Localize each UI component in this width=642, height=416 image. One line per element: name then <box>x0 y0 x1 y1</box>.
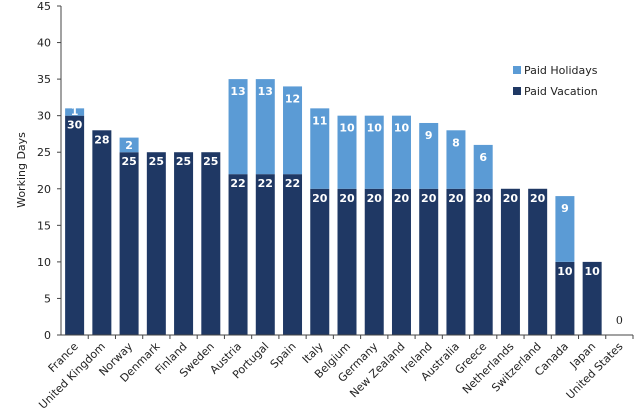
data-label-paid-holidays: 10 <box>339 122 355 135</box>
data-label-paid-vacation: 20 <box>339 192 355 205</box>
bar-paid-vacation <box>174 152 194 335</box>
data-label-paid-holidays: 13 <box>258 85 273 98</box>
data-label-paid-vacation: 20 <box>312 192 328 205</box>
data-label-paid-holidays: 9 <box>561 202 569 215</box>
y-tick-label: 0 <box>44 329 51 342</box>
data-label-paid-vacation: 28 <box>94 133 109 146</box>
bar-paid-holidays <box>310 108 330 189</box>
bar-paid-vacation <box>255 174 275 335</box>
bar-paid-holidays <box>555 196 575 262</box>
bar-paid-holidays <box>364 115 384 189</box>
bar-paid-vacation <box>119 152 139 335</box>
data-label-paid-holidays: 10 <box>367 122 383 135</box>
bar-paid-holidays <box>419 122 439 189</box>
bar-paid-holidays <box>119 137 139 153</box>
bar-paid-vacation <box>582 261 602 335</box>
legend-swatch <box>513 66 521 74</box>
data-label-paid-vacation: 20 <box>421 192 437 205</box>
data-label-paid-vacation: 25 <box>149 155 164 168</box>
y-tick-label: 30 <box>37 110 51 123</box>
bar-paid-vacation <box>146 152 166 335</box>
bar-paid-vacation <box>337 188 357 335</box>
bar-paid-holidays <box>391 115 411 189</box>
legend-label: Paid Holidays <box>524 64 598 77</box>
bar-paid-vacation <box>446 188 466 335</box>
data-label-paid-vacation: 20 <box>476 192 492 205</box>
legend-swatch <box>513 87 521 95</box>
data-label-paid-holidays: 8 <box>452 136 460 149</box>
bar-paid-vacation <box>65 115 85 336</box>
data-label-paid-vacation: 25 <box>203 155 218 168</box>
bar-paid-holidays <box>473 144 493 189</box>
bar-paid-vacation <box>391 188 411 335</box>
bar-paid-vacation <box>228 174 248 335</box>
data-label-paid-vacation: 10 <box>557 265 573 278</box>
bar-paid-vacation <box>364 188 384 335</box>
y-tick-label: 15 <box>37 219 51 232</box>
y-tick-label: 40 <box>37 37 51 50</box>
data-label-paid-holidays: 1 <box>71 105 79 118</box>
y-tick-label: 5 <box>44 292 51 305</box>
bar-paid-holidays <box>337 115 357 189</box>
data-label-paid-vacation: 20 <box>503 192 519 205</box>
bars: 301 28 25 2 25 25 25 22 13 22 13 22 12 20 11 20 10 20 10 20… <box>65 79 623 336</box>
bar-paid-vacation <box>92 130 112 335</box>
data-label-paid-vacation: 25 <box>121 155 136 168</box>
data-label-paid-vacation: 20 <box>530 192 546 205</box>
bar-paid-vacation <box>283 174 303 335</box>
data-label-paid-holidays: 10 <box>394 122 410 135</box>
legend: Paid Holidays Paid Vacation <box>513 64 598 98</box>
bar-paid-vacation <box>500 188 520 335</box>
data-label-paid-vacation: 20 <box>394 192 410 205</box>
data-label-paid-holidays: 11 <box>312 114 327 127</box>
bar-paid-holidays <box>446 130 466 189</box>
data-label-paid-vacation: 20 <box>448 192 464 205</box>
bar-paid-vacation <box>555 261 575 335</box>
y-tick-label: 35 <box>37 73 51 86</box>
data-label-paid-vacation: 22 <box>230 177 245 190</box>
y-tick-label: 45 <box>37 0 51 13</box>
data-label-paid-holidays: 2 <box>125 139 133 152</box>
bar-paid-holidays <box>65 108 85 116</box>
data-label-paid-vacation: 25 <box>176 155 191 168</box>
data-label-paid-vacation: 30 <box>67 119 83 132</box>
bar-paid-vacation <box>310 188 330 335</box>
bar-paid-holidays <box>283 86 303 175</box>
data-label-paid-holidays: 6 <box>479 151 487 164</box>
data-label-paid-vacation: 22 <box>285 177 300 190</box>
data-label-paid-holidays: 13 <box>230 85 245 98</box>
bar-paid-holidays <box>228 79 248 175</box>
y-axis: 0 5 10 15 20 25 30 35 40 45 <box>37 0 62 342</box>
data-label-paid-vacation: 20 <box>367 192 383 205</box>
legend-label: Paid Vacation <box>524 85 598 98</box>
bar-paid-vacation <box>201 152 221 335</box>
data-label-zero: 0 <box>616 314 623 327</box>
y-tick-label: 20 <box>37 183 51 196</box>
data-label-paid-holidays: 12 <box>285 92 300 105</box>
bar-paid-holidays <box>255 79 275 175</box>
y-tick-label: 25 <box>37 146 51 159</box>
bar-paid-vacation <box>419 188 439 335</box>
y-tick-label: 10 <box>37 256 51 269</box>
x-tick-label: Spain <box>268 340 299 371</box>
data-label-paid-vacation: 10 <box>584 265 600 278</box>
data-label-paid-vacation: 22 <box>258 177 273 190</box>
bar-paid-vacation <box>528 188 548 335</box>
data-label-paid-holidays: 9 <box>425 129 433 142</box>
bar-paid-vacation <box>473 188 493 335</box>
y-axis-title: Working Days <box>15 132 28 208</box>
